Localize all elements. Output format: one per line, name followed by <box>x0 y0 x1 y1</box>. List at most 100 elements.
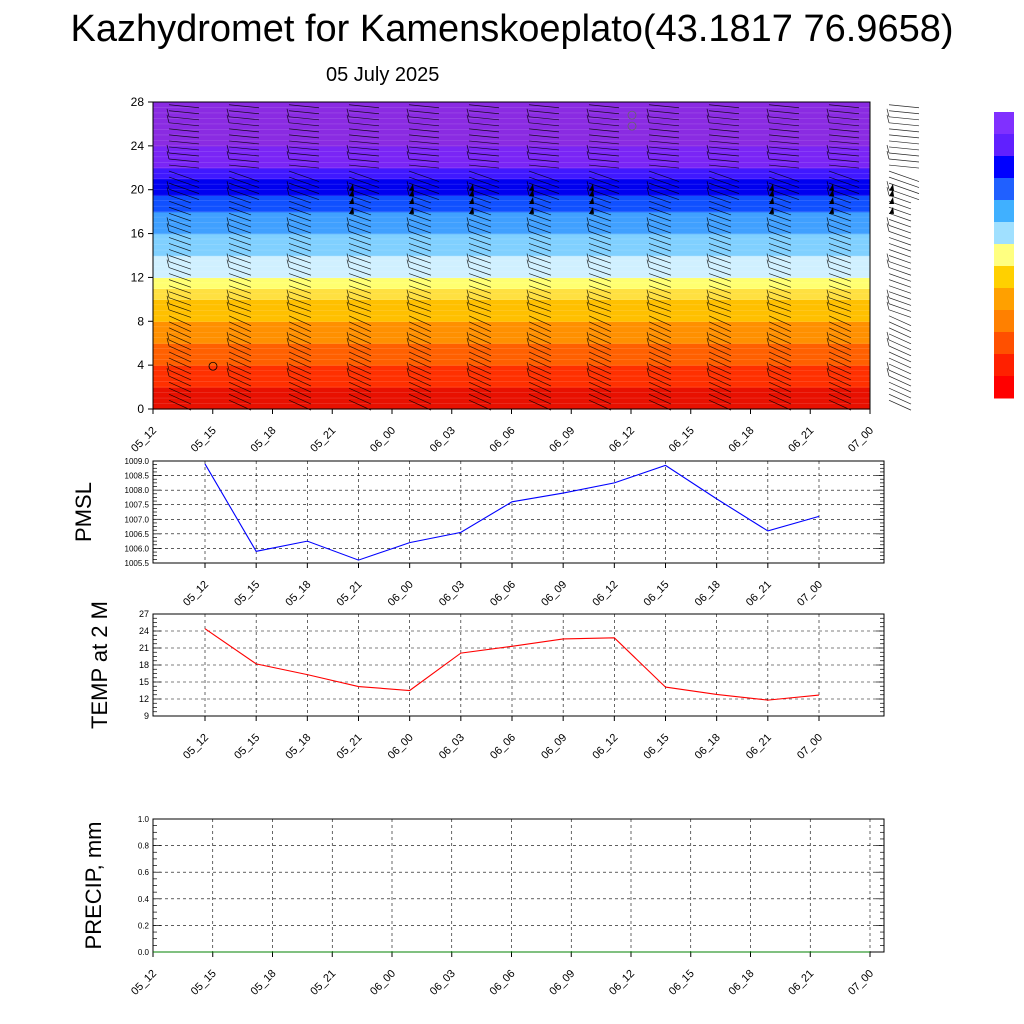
wind-barb <box>708 158 740 163</box>
wind-barb <box>708 303 732 312</box>
wind-barb <box>828 176 860 188</box>
colorbar-swatch <box>994 332 1014 355</box>
wind-barb <box>408 285 432 294</box>
wind-barb <box>468 303 492 312</box>
wind-barb <box>528 321 552 333</box>
wind-barb <box>408 152 440 157</box>
wind-barb-feather <box>226 144 230 154</box>
wind-barb <box>468 212 492 222</box>
x-tick-label: 06_18 <box>693 579 723 609</box>
wind-barb <box>768 225 792 234</box>
wind-barb <box>828 249 852 258</box>
wind-barb-feather <box>766 361 770 371</box>
wind-barb <box>228 387 252 399</box>
x-tick-label: 06_03 <box>428 968 458 998</box>
wind-barb <box>588 231 612 240</box>
wind-barb <box>468 231 492 240</box>
wind-barb <box>588 339 612 351</box>
wind-barb <box>768 110 800 115</box>
wind-barb <box>408 333 432 345</box>
wind-barb <box>768 375 792 387</box>
wind-barb <box>528 261 552 270</box>
wind-barb <box>708 279 732 288</box>
x-tick-label: 06_03 <box>437 732 467 762</box>
wind-barb-feather <box>826 181 830 190</box>
wind-barb-feather <box>466 108 470 117</box>
wind-barb <box>828 399 852 411</box>
wind-barb <box>708 182 740 194</box>
x-tick-label: 06_12 <box>590 579 620 609</box>
wind-barb <box>228 146 260 151</box>
wind-barb <box>828 243 852 252</box>
wind-barb <box>528 146 560 151</box>
wind-barb <box>228 267 252 276</box>
wind-barb <box>768 285 792 294</box>
wind-barb <box>648 231 672 240</box>
wind-barb <box>708 122 740 127</box>
wind-barb <box>228 255 252 264</box>
wind-barb <box>228 182 260 194</box>
wind-barb <box>828 381 852 393</box>
wind-barb <box>228 321 252 333</box>
wind-barb-feather <box>286 187 290 196</box>
color-band <box>153 288 870 300</box>
wind-barb-feather <box>586 361 590 371</box>
wind-barb <box>648 357 672 369</box>
wind-barb <box>648 261 672 270</box>
wind-barb <box>828 152 860 157</box>
wind-barb-feather <box>166 223 170 232</box>
y-tick-label: 4 <box>137 358 144 372</box>
wind-barb <box>288 170 320 182</box>
wind-barb <box>288 128 320 133</box>
wind-barb <box>408 170 440 182</box>
x-tick-label: 07_00 <box>846 968 876 998</box>
wind-barb <box>588 176 620 188</box>
wind-barb <box>168 369 192 381</box>
wind-barb <box>168 128 200 133</box>
wind-barb-feather <box>886 295 890 304</box>
wind-pennant <box>529 206 534 214</box>
wind-barb <box>588 182 620 194</box>
wind-barb <box>288 146 320 151</box>
wind-barb-feather <box>586 259 590 268</box>
wind-barb <box>468 140 500 145</box>
wind-barb <box>648 351 672 363</box>
wind-barb <box>288 104 320 109</box>
wind-barb-feather <box>826 368 830 377</box>
color-band <box>153 277 870 289</box>
wind-barb <box>648 273 672 282</box>
wind-barb <box>168 152 200 157</box>
wind-pennant <box>349 196 354 204</box>
wind-barb-feather <box>706 187 710 196</box>
x-tick-label: 05_15 <box>232 732 262 762</box>
wind-barb <box>588 116 620 121</box>
color-band <box>153 321 870 344</box>
wind-barb <box>888 231 912 240</box>
wind-barb <box>648 128 680 133</box>
wind-barb <box>528 369 552 381</box>
wind-barb-feather <box>166 108 170 117</box>
colorbar-swatch <box>994 156 1014 179</box>
wind-barb-feather <box>226 108 230 117</box>
wind-barb <box>408 104 440 109</box>
wind-barb-feather <box>346 144 350 154</box>
wind-barb <box>528 194 552 204</box>
wind-barb <box>228 158 260 163</box>
wind-barb <box>228 206 252 216</box>
wind-barb <box>228 327 252 339</box>
wind-barb <box>168 333 192 345</box>
wind-barb <box>648 182 680 194</box>
wind-barb <box>708 218 732 228</box>
wind-barb <box>288 363 312 375</box>
wind-barb <box>588 146 620 151</box>
wind-barb <box>888 297 912 306</box>
wind-barb <box>768 345 792 357</box>
y-tick-label: 27 <box>139 609 149 619</box>
x-tick-label: 05_15 <box>232 579 262 609</box>
wind-barb <box>648 206 672 216</box>
wind-pennant <box>469 196 474 204</box>
x-tick-label: 05_18 <box>283 579 313 609</box>
wind-barb-feather <box>226 368 230 377</box>
wind-barb-feather <box>766 295 770 304</box>
wind-barb <box>708 267 732 276</box>
